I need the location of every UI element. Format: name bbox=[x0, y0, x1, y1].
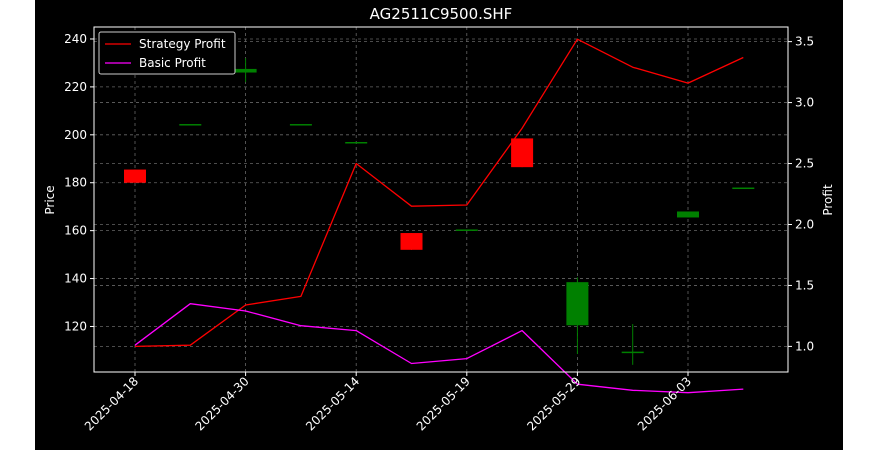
y-left-tick-label-0: 120 bbox=[64, 319, 87, 333]
candle-body-10 bbox=[677, 211, 699, 218]
y-axis-left-label: Price bbox=[43, 185, 57, 214]
legend-box bbox=[98, 31, 236, 75]
x-tick-label-2: 2025-05-14 bbox=[303, 374, 362, 433]
plot-frame bbox=[93, 26, 789, 373]
line-layer bbox=[134, 38, 744, 394]
legend: Strategy Profit Basic Profit bbox=[98, 31, 236, 75]
chart-figure: 120 140 160 180 200 220 240 1.0 1.5 2.0 2.5 3.0 3.5 2… bbox=[35, 0, 843, 450]
legend-strategy-label: Strategy Profit bbox=[139, 37, 226, 51]
y-right-tick-label-4: 3.0 bbox=[795, 96, 814, 110]
grid-layer bbox=[94, 27, 788, 372]
candle-body-2 bbox=[234, 68, 257, 73]
y-left-tick-label-6: 240 bbox=[64, 32, 87, 46]
candle-body-1 bbox=[179, 124, 202, 126]
axis-layer: 120 140 160 180 200 220 240 1.0 1.5 2.0 2.5 3.0 3.5 2… bbox=[64, 32, 814, 433]
candle-body-3 bbox=[289, 124, 312, 126]
candle-layer bbox=[124, 58, 755, 365]
x-tick-label-0: 2025-04-18 bbox=[82, 374, 141, 433]
y-axis-right-label: Profit bbox=[821, 184, 835, 216]
candle-body-7 bbox=[511, 138, 534, 168]
y-right-tick-label-0: 1.0 bbox=[795, 339, 814, 353]
series-line-0 bbox=[134, 38, 744, 348]
candle-body-0 bbox=[124, 169, 146, 183]
candle-body-5 bbox=[400, 233, 423, 250]
chart-title: AG2511C9500.SHF bbox=[370, 5, 513, 23]
candle-body-8 bbox=[566, 282, 589, 326]
candle-body-11 bbox=[732, 187, 755, 190]
series-line-1 bbox=[134, 303, 744, 394]
x-tick-label-3: 2025-05-19 bbox=[414, 374, 473, 433]
candle-body-4 bbox=[345, 142, 368, 144]
y-right-tick-label-3: 2.5 bbox=[795, 157, 814, 171]
y-left-tick-label-2: 160 bbox=[64, 224, 87, 238]
candle-body-9 bbox=[621, 351, 644, 354]
y-right-tick-label-1: 1.5 bbox=[795, 278, 814, 292]
y-right-tick-label-2: 2.0 bbox=[795, 217, 814, 231]
x-tick-label-5: 2025-06-03 bbox=[635, 374, 694, 433]
chart-svg: 120 140 160 180 200 220 240 1.0 1.5 2.0 2.5 3.0 3.5 2… bbox=[43, 5, 835, 433]
x-tick-label-4: 2025-05-29 bbox=[524, 374, 583, 433]
y-left-tick-label-5: 220 bbox=[64, 80, 87, 94]
y-left-tick-label-3: 180 bbox=[64, 176, 87, 190]
candle-body-6 bbox=[455, 229, 478, 231]
x-tick-label-1: 2025-04-30 bbox=[193, 374, 252, 433]
y-right-tick-label-5: 3.5 bbox=[795, 35, 814, 49]
y-left-tick-label-4: 200 bbox=[64, 128, 87, 142]
legend-basic-label: Basic Profit bbox=[139, 56, 206, 70]
y-left-tick-label-1: 140 bbox=[64, 272, 87, 286]
